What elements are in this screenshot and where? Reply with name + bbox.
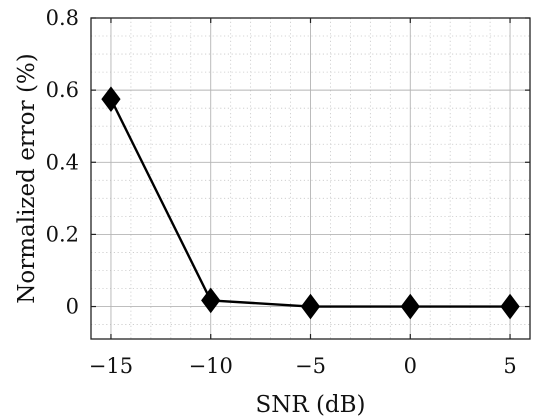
data-point-marker xyxy=(101,86,121,112)
x-tick-label: −5 xyxy=(295,354,326,378)
y-tick-label: 0 xyxy=(66,295,79,319)
axis-ticks xyxy=(91,17,530,339)
y-tick-labels: 0 0.2 0.4 0.6 0.8 xyxy=(46,6,79,319)
y-tick-label: 0.2 xyxy=(46,222,79,246)
x-tick-label: −10 xyxy=(189,354,233,378)
x-tick-label: 0 xyxy=(404,354,417,378)
data-point-marker xyxy=(500,293,520,320)
y-tick-label: 0.6 xyxy=(46,78,79,102)
data-point-marker xyxy=(201,287,221,314)
minor-grid xyxy=(90,18,531,339)
y-axis-label: Normalized error (%) xyxy=(14,53,40,304)
x-tick-label: 5 xyxy=(503,354,516,378)
x-axis-label: SNR (dB) xyxy=(255,392,365,418)
x-tick-label: −15 xyxy=(89,354,133,378)
major-grid xyxy=(91,17,530,339)
data-point-marker xyxy=(400,293,420,320)
series-layer xyxy=(101,86,520,320)
y-tick-label: 0.8 xyxy=(46,6,79,30)
x-tick-labels: −15 −10 −5 0 5 xyxy=(89,354,517,378)
y-tick-label: 0.4 xyxy=(46,150,79,174)
data-point-marker xyxy=(300,293,321,320)
